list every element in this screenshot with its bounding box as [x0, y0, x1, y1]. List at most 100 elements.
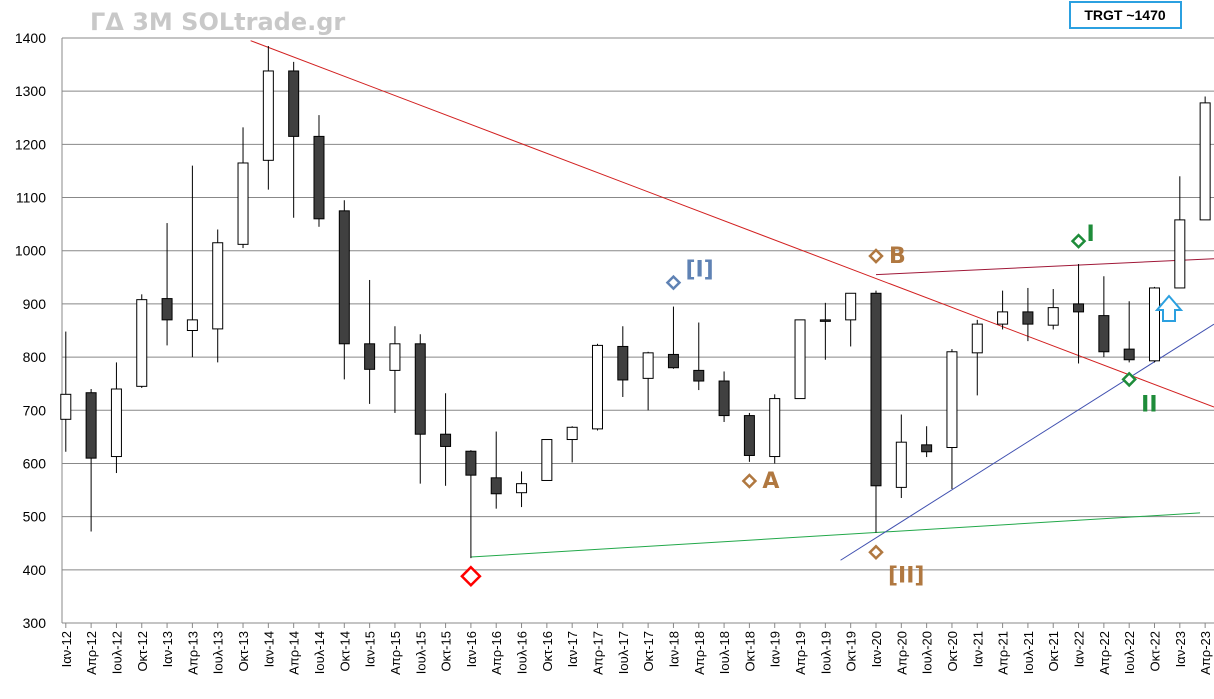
chart-title: ΓΔ 3M SOLtrade.gr — [90, 8, 345, 36]
candle-body — [389, 343, 401, 371]
y-tick-label: 1000 — [15, 243, 46, 259]
candle-body — [313, 135, 325, 220]
x-tick-label: Απρ-13 — [185, 631, 200, 675]
candle-body — [516, 483, 528, 494]
candle-body — [667, 353, 679, 369]
x-tick-label: Απρ-15 — [388, 631, 403, 675]
candle-body — [718, 380, 730, 417]
up-arrow-icon — [1154, 294, 1184, 322]
candle-body — [490, 477, 502, 495]
x-tick-label: Απρ-18 — [692, 631, 707, 675]
candle-body — [212, 242, 224, 330]
y-tick-label: 800 — [23, 349, 47, 365]
rising-support-trendline — [840, 323, 1214, 561]
candle-body — [617, 345, 629, 381]
x-tick-label: Ιουλ-15 — [413, 631, 428, 674]
candle-body — [414, 343, 426, 435]
y-tick-label: 300 — [23, 615, 47, 631]
candle-body — [161, 298, 173, 321]
candle-body — [1022, 311, 1034, 325]
marker-label: [I] — [685, 258, 713, 283]
x-tick-label: Οκτ-15 — [439, 631, 454, 672]
y-axis: 300 400 500 600 700 800 900 1000 1100 1200 1300 140… — [15, 30, 63, 631]
diamond-marker — [665, 274, 682, 291]
x-tick-label: Οκτ-12 — [135, 631, 150, 672]
x-tick-label: Ιουλ-20 — [920, 631, 935, 674]
candle-body — [541, 439, 553, 481]
candle-body — [997, 311, 1009, 325]
x-tick-label: Ιουλ-18 — [717, 631, 732, 674]
long-term-support-trendline — [470, 512, 1201, 558]
x-tick-label: Ιαν-20 — [869, 631, 884, 667]
target-label: TRGT ~1470 — [1084, 7, 1166, 23]
x-tick-label: Ιουλ-16 — [515, 631, 530, 674]
candle-body — [769, 398, 781, 458]
x-tick-label: Ιαν-22 — [1072, 631, 1087, 667]
candle-body — [262, 70, 274, 161]
x-tick-label: Ιουλ-13 — [211, 631, 226, 674]
x-tick-label: Απρ-20 — [894, 631, 909, 675]
x-tick-label: Οκτ-21 — [1046, 631, 1061, 672]
x-tick-label: Ιαν-14 — [261, 631, 276, 667]
trend-lines — [250, 40, 1214, 561]
x-tick-label: Ιαν-18 — [666, 631, 681, 667]
horizontal-resistance-trendline — [875, 258, 1214, 276]
x-tick-label: Ιαν-19 — [768, 631, 783, 667]
candle-body — [110, 388, 122, 458]
candle-body — [136, 299, 148, 387]
candle-body — [440, 433, 452, 447]
candles — [60, 45, 1211, 559]
x-tick-label: Απρ-16 — [489, 631, 504, 675]
candle-body — [465, 450, 477, 476]
x-tick-label: Ιουλ-19 — [818, 631, 833, 674]
candle-body — [971, 323, 983, 354]
marker-label: A — [762, 469, 779, 494]
candle-body — [693, 369, 705, 382]
diamond-marker — [460, 565, 482, 587]
candle-body — [870, 292, 882, 487]
marker-label: II — [1141, 392, 1157, 417]
candle-body — [288, 70, 300, 137]
y-tick-label: 1200 — [15, 136, 46, 152]
y-tick-label: 1400 — [15, 30, 46, 46]
x-tick-label: Ιουλ-14 — [312, 631, 327, 674]
target-box — [1069, 1, 1182, 29]
x-tick-label: Απρ-22 — [1097, 631, 1112, 675]
candle-body — [794, 319, 806, 400]
candle-body — [819, 319, 831, 322]
x-tick-label: Ιαν-13 — [160, 631, 175, 667]
marker-label: I — [1087, 222, 1095, 247]
x-tick-label: Οκτ-14 — [337, 631, 352, 672]
candle-body — [186, 319, 198, 332]
x-tick-label: Οκτ-20 — [945, 631, 960, 672]
diamond-marker — [1121, 371, 1137, 388]
candle-body — [1149, 287, 1161, 362]
x-tick-label: Ιουλ-21 — [1021, 631, 1036, 674]
candle-body — [85, 392, 97, 459]
x-tick-label: Οκτ-17 — [641, 631, 656, 672]
candle-body — [743, 415, 755, 456]
x-tick-label: Ιαν-17 — [565, 631, 580, 667]
marker-label: B — [889, 244, 906, 269]
y-tick-label: 500 — [23, 509, 47, 525]
x-tick-label: Απρ-17 — [590, 631, 605, 675]
diamond-marker — [868, 248, 884, 264]
candle-body — [946, 351, 958, 449]
candle-body — [642, 352, 654, 379]
x-tick-label: Οκτ-13 — [236, 631, 251, 672]
x-tick-label: Απρ-21 — [996, 631, 1011, 675]
marker-label: [II] — [888, 563, 924, 588]
candle-body — [1047, 307, 1059, 326]
y-tick-label: 900 — [23, 296, 47, 312]
x-tick-label: Απρ-14 — [287, 631, 302, 675]
diamond-marker — [868, 544, 884, 561]
x-tick-label: Ιουλ-17 — [616, 631, 631, 674]
candle-body — [1123, 348, 1135, 361]
wave-markers: [I]AB[II]III — [460, 222, 1158, 588]
x-tick-label: Απρ-12 — [84, 631, 99, 675]
x-tick-label: Ιουλ-22 — [1122, 631, 1137, 674]
x-tick-label: Ιαν-15 — [363, 631, 378, 667]
y-tick-label: 1300 — [15, 83, 46, 99]
y-tick-label: 700 — [23, 402, 47, 418]
candle-body — [895, 441, 907, 488]
